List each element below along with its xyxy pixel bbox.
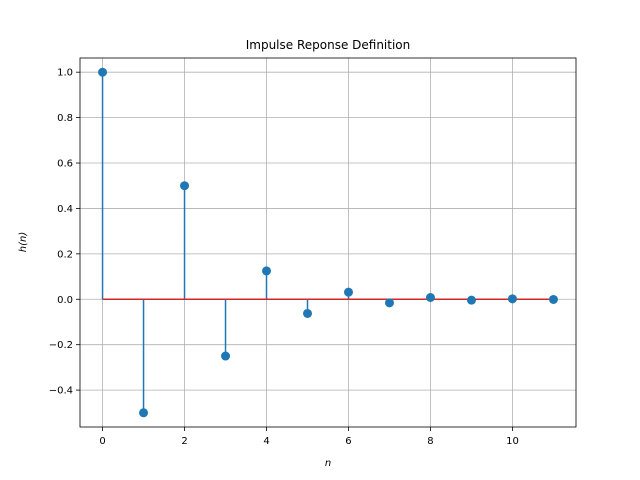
- stem-marker: [466, 295, 476, 305]
- stem-marker: [425, 292, 435, 302]
- x-tick-label: 0: [99, 436, 105, 447]
- x-tick-label: 4: [263, 436, 269, 447]
- y-tick-label: 0.0: [57, 295, 73, 306]
- y-tick-label: 0.4: [57, 204, 73, 215]
- y-tick-label: 1.0: [57, 68, 73, 79]
- stem-marker: [139, 408, 149, 418]
- x-tick-label: 8: [427, 436, 433, 447]
- stem-marker: [548, 294, 558, 304]
- y-tick-label: −0.4: [49, 386, 73, 397]
- y-tick-label: 0.8: [57, 113, 73, 124]
- stem-lines: [101, 72, 555, 413]
- stem-marker: [262, 266, 272, 276]
- stem-marker: [507, 294, 517, 304]
- grid-lines: [80, 58, 576, 427]
- x-tick-label: 2: [181, 436, 187, 447]
- y-tick-label: 0.6: [57, 159, 73, 170]
- chart-title: Impulse Reponse Definition: [246, 38, 411, 52]
- x-tick-label: 6: [345, 436, 351, 447]
- stem-marker: [343, 287, 353, 297]
- plot-frame: [79, 57, 577, 428]
- x-axis-label: n: [325, 458, 331, 469]
- y-tick-label: −0.2: [49, 340, 73, 351]
- stem-marker: [180, 181, 190, 191]
- stem-marker: [303, 308, 313, 318]
- y-axis-label: h(n): [18, 232, 29, 252]
- y-ticks: −0.4 −0.2 0.0 0.2 0.4 0.6 0.8 1.0: [49, 68, 80, 397]
- stem-marker: [221, 351, 231, 361]
- stem-marker: [98, 67, 108, 77]
- x-ticks: 0 2 4 6 8 10: [99, 427, 519, 447]
- x-tick-label: 10: [506, 436, 519, 447]
- stem-markers: [98, 67, 558, 418]
- y-tick-label: 0.2: [57, 249, 73, 260]
- stem-marker: [384, 298, 394, 308]
